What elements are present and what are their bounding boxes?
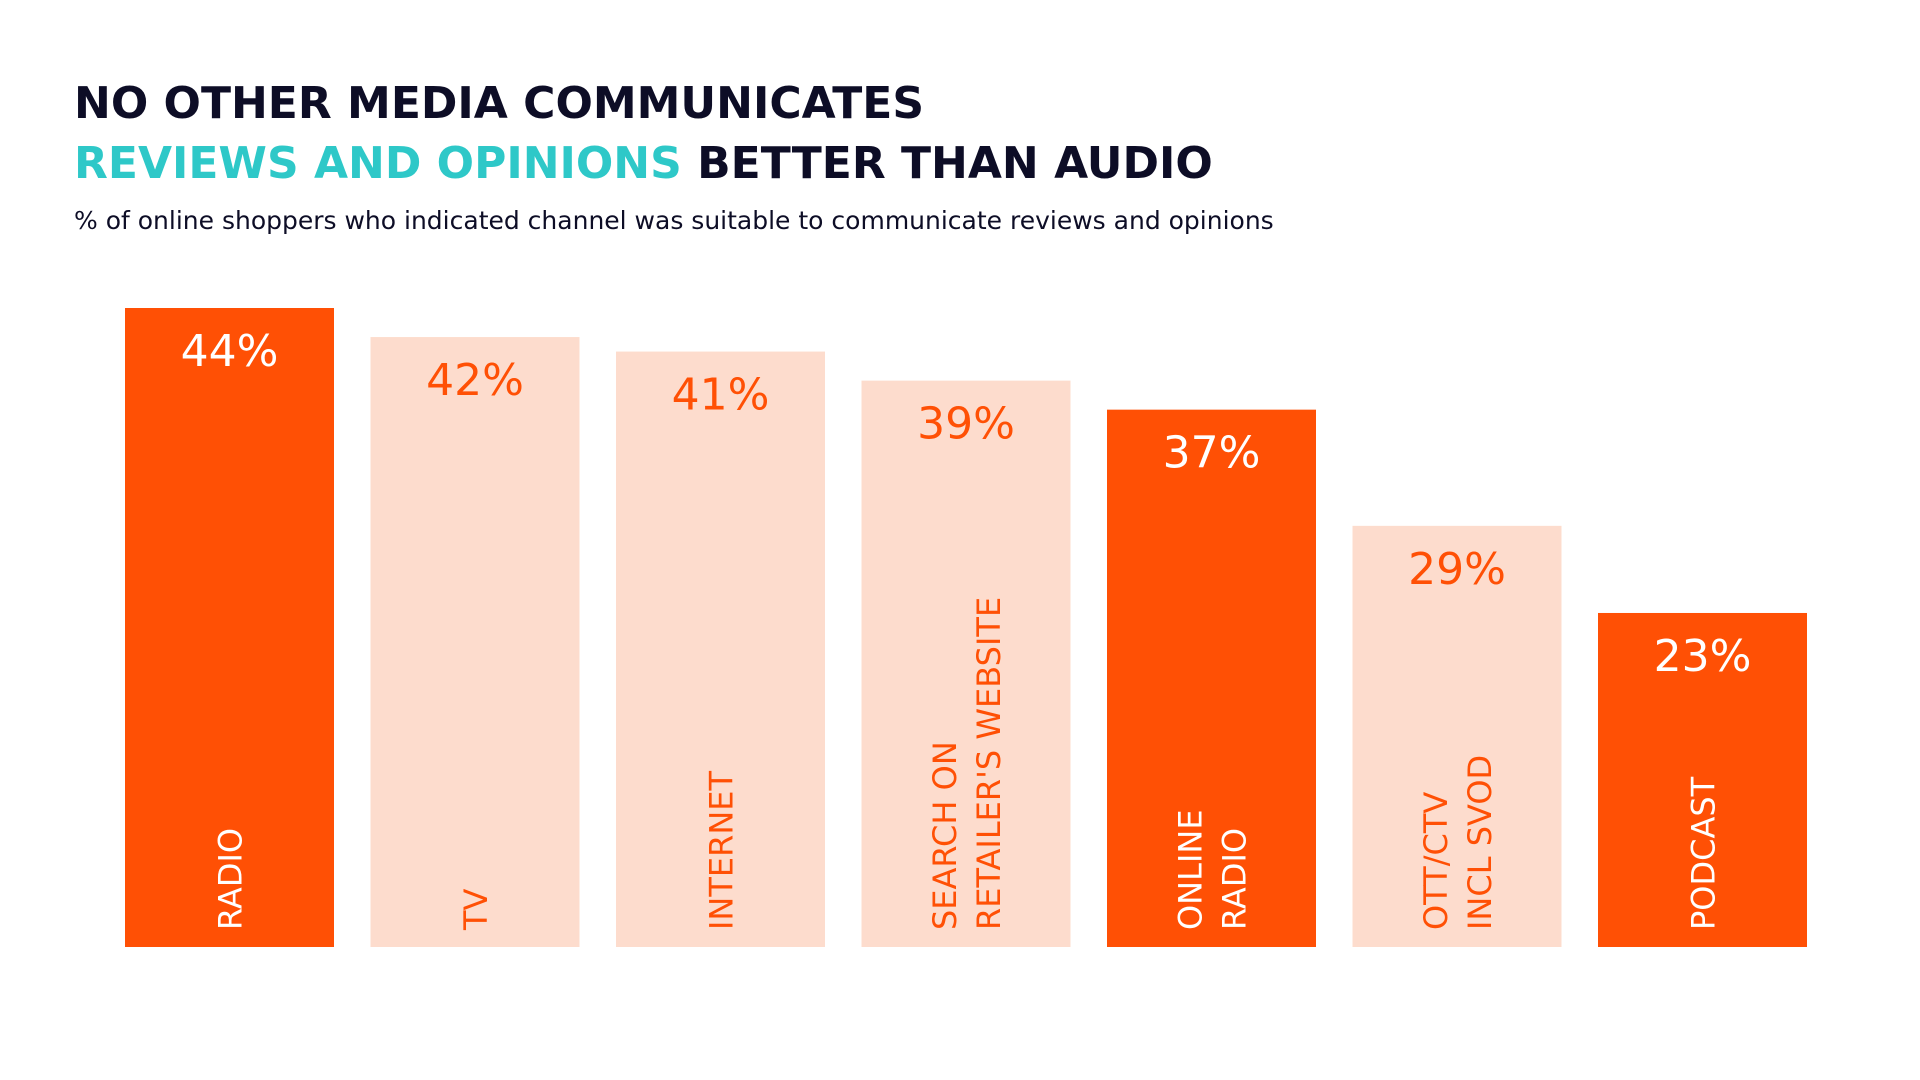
bar-3	[861, 380, 1071, 947]
title-rest: BETTER THAN AUDIO	[681, 138, 1213, 189]
category-label: TV	[457, 888, 495, 931]
category-label: RETAILER'S WEBSITE	[970, 597, 1008, 930]
category-label: INTERNET	[703, 770, 741, 930]
bar-6	[1598, 612, 1807, 947]
bar-value-label: 44%	[181, 326, 279, 377]
bar-value-label: 39%	[917, 399, 1015, 450]
bar-1	[370, 337, 580, 948]
title-accent: REVIEWS AND OPINIONS	[74, 138, 682, 189]
bar-value-label: 29%	[1408, 544, 1506, 595]
category-label: SEARCH ON	[926, 741, 964, 930]
chart-title: NO OTHER MEDIA COMMUNICATES REVIEWS AND …	[74, 74, 1213, 194]
bar-0	[125, 308, 334, 947]
category-label: ONLINE	[1172, 809, 1210, 930]
bar-value-label: 37%	[1163, 428, 1261, 479]
bar-4	[1107, 409, 1316, 948]
bar-5	[1352, 525, 1562, 947]
bar-value-label: 23%	[1654, 631, 1752, 682]
category-label: INCL SVOD	[1461, 755, 1499, 930]
category-label: RADIO	[1216, 828, 1254, 930]
bar-value-label: 42%	[426, 355, 524, 406]
chart-subtitle: % of online shoppers who indicated chann…	[74, 206, 1274, 235]
category-label: RADIO	[212, 828, 250, 930]
title-line-2: REVIEWS AND OPINIONS BETTER THAN AUDIO	[74, 134, 1213, 194]
category-label: OTT/CTV	[1417, 792, 1455, 930]
category-label: PODCAST	[1685, 776, 1723, 930]
bar-value-label: 41%	[672, 370, 770, 421]
title-line-1: NO OTHER MEDIA COMMUNICATES	[74, 78, 925, 129]
bar-2	[616, 351, 825, 947]
